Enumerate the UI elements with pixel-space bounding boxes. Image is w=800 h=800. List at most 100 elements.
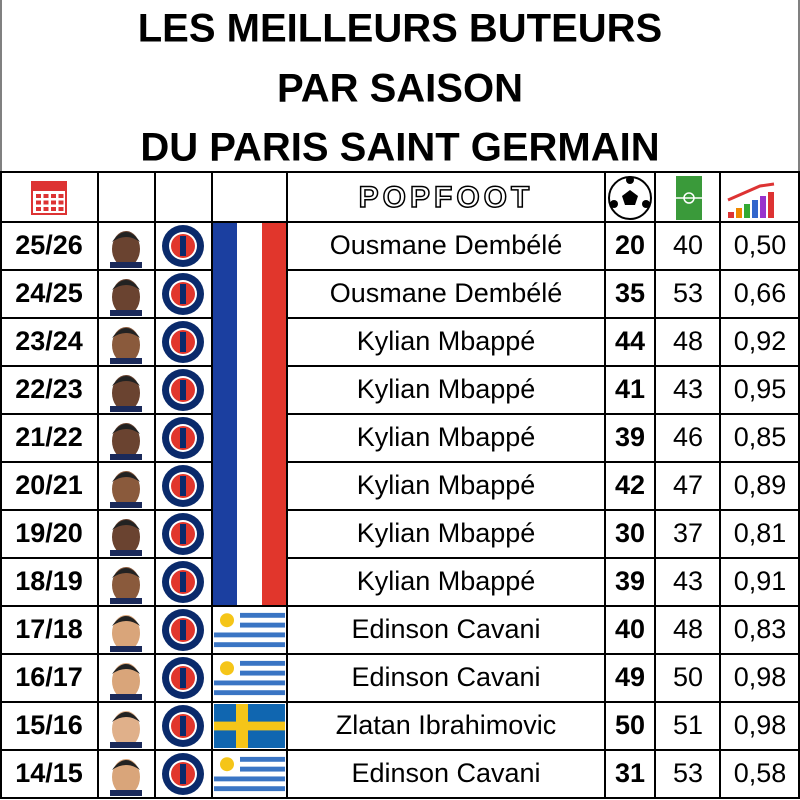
matches: 43 [673, 374, 703, 404]
player-name: Edinson Cavani [351, 758, 540, 788]
goals: 35 [615, 278, 645, 308]
psg-logo-tower [180, 476, 186, 496]
player-hair [112, 760, 140, 770]
player-shirt [110, 790, 142, 796]
flag-france [237, 222, 262, 606]
season: 16/17 [15, 662, 83, 692]
chart-icon-bar [760, 196, 766, 218]
calendar-day [58, 207, 64, 211]
goals: 49 [615, 662, 645, 692]
psg-logo-tower [180, 716, 186, 736]
ratio: 0,89 [734, 470, 787, 500]
calendar-day [43, 194, 49, 198]
player-face [112, 423, 140, 459]
flag-cross [236, 704, 248, 748]
flag-stripe [214, 776, 285, 782]
ratio: 0,50 [734, 230, 787, 260]
goals: 50 [615, 710, 645, 740]
player-name: Kylian Mbappé [357, 422, 536, 452]
player-face [112, 231, 140, 267]
matches: 46 [673, 422, 703, 452]
player-shirt [110, 310, 142, 316]
player-hair [112, 424, 140, 434]
goals: 31 [615, 758, 645, 788]
player-hair [112, 328, 140, 338]
psg-logo-tower [180, 284, 186, 304]
flag-sun [220, 757, 234, 772]
matches: 43 [673, 566, 703, 596]
season: 17/18 [15, 614, 83, 644]
player-name: Zlatan Ibrahimovic [336, 710, 557, 740]
player-hair [112, 520, 140, 530]
psg-logo-tower [180, 572, 186, 592]
title-line: DU PARIS SAINT GERMAIN [140, 126, 659, 170]
flag-stripe [214, 690, 285, 696]
player-face [112, 279, 140, 315]
player-face [112, 759, 140, 795]
player-face [112, 567, 140, 603]
season: 22/23 [15, 374, 83, 404]
player-face [112, 327, 140, 363]
player-shirt [110, 694, 142, 700]
calendar-day [43, 200, 49, 205]
chart-icon-bar [744, 204, 750, 218]
calendar-day [58, 200, 64, 205]
logo: POPFOOT [359, 181, 534, 214]
goals: 39 [615, 422, 645, 452]
matches: 53 [673, 278, 703, 308]
matches: 37 [673, 518, 703, 548]
player-shirt [110, 502, 142, 508]
flag-sun [220, 613, 234, 628]
goals: 30 [615, 518, 645, 548]
player-hair [112, 232, 140, 242]
psg-logo-tower [180, 380, 186, 400]
flag-stripe [214, 786, 285, 792]
player-name: Ousmane Dembélé [330, 278, 563, 308]
player-face [112, 471, 140, 507]
season: 24/25 [15, 278, 83, 308]
ratio: 0,95 [734, 374, 787, 404]
season: 14/15 [15, 758, 83, 788]
season: 18/19 [15, 566, 83, 596]
player-face [112, 519, 140, 555]
calendar-day [51, 200, 56, 205]
player-hair [112, 472, 140, 482]
player-shirt [110, 454, 142, 460]
flag-stripe [214, 670, 285, 676]
player-name: Kylian Mbappé [357, 566, 536, 596]
calendar-day [51, 207, 56, 211]
calendar-day [36, 194, 41, 198]
player-shirt [110, 406, 142, 412]
ratio: 0,66 [734, 278, 787, 308]
player-hair [112, 712, 140, 722]
flag-stripe [214, 612, 285, 618]
player-shirt [110, 550, 142, 556]
ratio: 0,92 [734, 326, 787, 356]
goals: 42 [615, 470, 645, 500]
calendar-day [36, 207, 41, 211]
player-hair [112, 664, 140, 674]
flag-stripe [214, 766, 285, 772]
ratio: 0,98 [734, 710, 787, 740]
player-face [112, 615, 140, 651]
season: 15/16 [15, 710, 83, 740]
player-shirt [110, 646, 142, 652]
goals: 41 [615, 374, 645, 404]
player-face [112, 663, 140, 699]
player-hair [112, 568, 140, 578]
flag-france [262, 222, 287, 606]
flag-stripe [214, 660, 285, 666]
psg-logo-tower [180, 332, 186, 352]
player-face [112, 375, 140, 411]
calendar-day [43, 207, 49, 211]
chart-icon-bar [728, 212, 734, 218]
player-name: Edinson Cavani [351, 614, 540, 644]
goals: 44 [615, 326, 645, 356]
ball-patch [622, 190, 638, 205]
flag-stripe [214, 642, 285, 648]
calendar-day [36, 200, 41, 205]
goals: 20 [615, 230, 645, 260]
ball-patch [642, 200, 650, 208]
season: 23/24 [15, 326, 83, 356]
